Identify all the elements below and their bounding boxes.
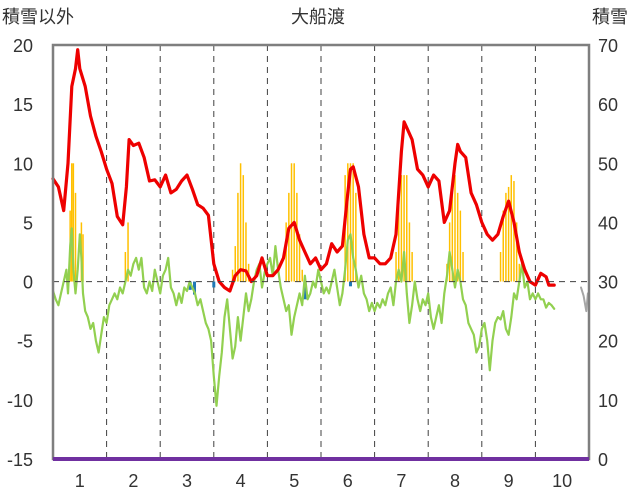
red-series-line <box>51 48 556 293</box>
snow-bar <box>127 222 129 282</box>
snow-bar <box>462 252 464 282</box>
right-tick-label: 50 <box>598 154 618 174</box>
chart-title: 大船渡 <box>291 7 345 27</box>
snow-bar <box>502 210 504 282</box>
negative-bar <box>193 281 197 295</box>
x-tick-label: 8 <box>450 471 460 491</box>
right-axis-label: 積雪 <box>592 7 628 27</box>
left-tick-label: 15 <box>13 95 33 115</box>
snow-bar <box>507 186 510 282</box>
snow-bar <box>355 192 357 282</box>
snow-bar <box>515 222 518 282</box>
snow-bar <box>347 163 349 282</box>
x-tick-label: 9 <box>504 471 514 491</box>
left-tick-label: 10 <box>13 154 33 174</box>
snow-bar <box>400 175 403 282</box>
left-tick-label: 0 <box>23 273 33 293</box>
snow-bar <box>301 269 303 282</box>
x-tick-label: 6 <box>343 471 353 491</box>
snow-bar <box>510 175 513 282</box>
left-tick-label: -10 <box>7 391 33 411</box>
left-axis-label: 積雪以外 <box>2 7 74 27</box>
x-tick-label: 5 <box>289 471 299 491</box>
left-tick-label: 5 <box>23 213 33 233</box>
snow-bar <box>408 222 411 282</box>
negative-bar <box>348 281 352 287</box>
snow-bar <box>403 175 405 282</box>
snow-bar <box>513 181 515 282</box>
right-tick-label: 40 <box>598 213 618 233</box>
snow-bar <box>459 210 462 282</box>
negative-bar <box>188 281 192 290</box>
snow-bar <box>505 192 507 282</box>
axes: -15 -10 -5 0 5 10 15 20 0 10 20 30 40 50 60 70 1 2 3 4 5 6 7 8 9… <box>7 36 618 491</box>
snow-bar <box>237 192 239 282</box>
x-tick-label: 3 <box>182 471 192 491</box>
snow-bar <box>406 175 408 282</box>
right-tick-label: 20 <box>598 332 618 352</box>
snow-bar <box>349 163 352 282</box>
left-tick-label: -5 <box>17 332 33 352</box>
snow-bar <box>298 234 301 282</box>
negative-bar <box>303 281 307 300</box>
snow-bar <box>518 263 521 282</box>
right-tick-label: 60 <box>598 95 618 115</box>
snow-bar <box>71 163 73 282</box>
left-tick-label: 20 <box>13 36 33 56</box>
snow-bar <box>124 252 127 282</box>
snow-bar <box>74 192 77 282</box>
right-tick-label: 70 <box>598 36 618 56</box>
right-tick-label: 30 <box>598 273 618 293</box>
snow-bar <box>245 222 247 282</box>
green-series-line <box>51 227 556 407</box>
snow-bar <box>296 192 298 282</box>
right-tick-label: 0 <box>598 450 608 470</box>
series-lines <box>51 48 589 407</box>
x-tick-label: 7 <box>396 471 406 491</box>
snow-bar <box>288 192 290 282</box>
x-tick-label: 1 <box>75 471 85 491</box>
snow-bar <box>290 163 293 282</box>
snow-bar <box>231 269 234 282</box>
snow-bar <box>451 192 454 282</box>
left-tick-label: -15 <box>7 450 33 470</box>
snow-bar <box>234 246 236 282</box>
snow-bar <box>456 192 459 282</box>
x-tick-label: 2 <box>128 471 138 491</box>
snow-bar <box>239 163 242 282</box>
snow-bar <box>395 252 397 282</box>
x-tick-label: 4 <box>236 471 246 491</box>
negative-bar <box>212 281 216 288</box>
snow-bar <box>72 163 75 282</box>
negative-bars <box>188 281 352 300</box>
snow-bar <box>352 163 354 282</box>
right-tick-label: 10 <box>598 391 618 411</box>
snow-bar <box>82 234 84 282</box>
snow-bar <box>397 192 400 282</box>
snow-bar <box>454 175 456 282</box>
gray-series-fragment <box>580 286 589 313</box>
snow-bar <box>499 252 502 282</box>
snow-bar <box>242 175 245 282</box>
x-tick-label: 10 <box>552 471 572 491</box>
snow-bar <box>411 252 413 282</box>
